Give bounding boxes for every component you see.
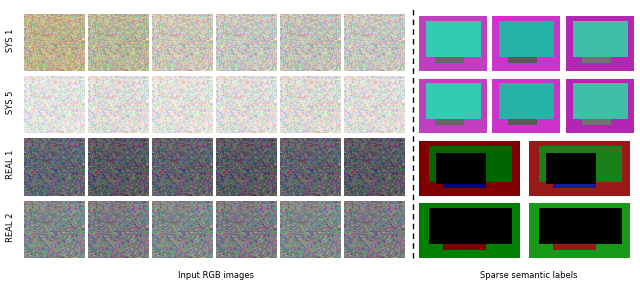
Text: REAL 1: REAL 1 [6,150,15,179]
Text: REAL 2: REAL 2 [6,212,15,242]
Text: Input RGB images: Input RGB images [178,271,254,280]
Text: SYS 1: SYS 1 [6,28,15,51]
Text: SYS 5: SYS 5 [6,91,15,114]
Text: Sparse semantic labels: Sparse semantic labels [480,271,578,280]
